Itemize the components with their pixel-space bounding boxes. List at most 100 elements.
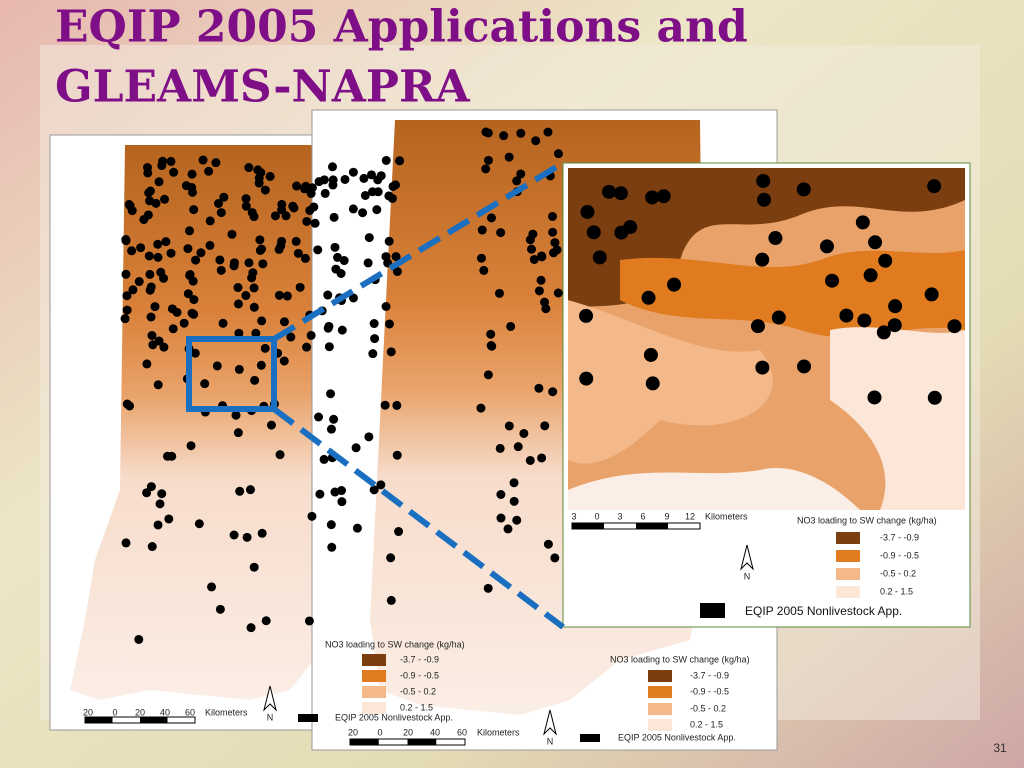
dot	[292, 181, 302, 191]
dot	[255, 235, 265, 245]
dot	[187, 183, 197, 193]
legend-label: 0.2 - 1.5	[690, 719, 723, 729]
dot	[289, 203, 299, 213]
dot	[394, 527, 404, 537]
dot	[313, 245, 323, 255]
dot	[370, 334, 380, 344]
dot	[260, 343, 270, 353]
dot	[168, 324, 178, 334]
dot	[183, 244, 193, 254]
scale-label: 40	[430, 727, 440, 737]
dot	[286, 332, 296, 342]
scale-label: 0	[377, 727, 382, 737]
dot	[819, 239, 834, 254]
dot	[391, 252, 401, 262]
dot	[857, 313, 872, 328]
dot	[340, 174, 350, 184]
dot	[139, 215, 149, 225]
dot	[366, 170, 376, 180]
dot	[241, 201, 251, 211]
dot	[153, 252, 163, 262]
dot	[512, 176, 522, 186]
scale-bar-segment	[85, 717, 113, 723]
scale-label: 20	[348, 727, 358, 737]
dot	[878, 253, 893, 268]
dot	[537, 453, 547, 463]
points-swatch	[700, 603, 725, 618]
dot	[249, 562, 259, 572]
dot	[580, 204, 595, 219]
dot	[146, 282, 156, 292]
dot	[142, 488, 152, 498]
dot	[295, 282, 305, 292]
legend-label: -0.5 - 0.2	[400, 686, 436, 696]
dot	[151, 198, 161, 208]
dot	[121, 235, 131, 245]
dot	[218, 318, 228, 328]
dot	[227, 229, 237, 239]
dot	[212, 361, 222, 371]
dot	[291, 236, 301, 246]
dot	[219, 192, 229, 202]
dot	[315, 489, 325, 499]
dot	[211, 158, 221, 168]
dot	[166, 248, 176, 258]
dot	[270, 211, 280, 221]
dot	[329, 414, 339, 424]
dot	[381, 155, 391, 165]
legend-label: -0.5 - 0.2	[690, 703, 726, 713]
scale-bar-segment	[140, 717, 168, 723]
dot	[540, 297, 550, 307]
dot	[863, 268, 878, 283]
dot	[645, 190, 660, 205]
scale-label: 20	[403, 727, 413, 737]
legend-label: 0.2 - 1.5	[880, 586, 913, 596]
dot	[623, 220, 638, 235]
legend-swatch	[648, 670, 672, 682]
dot	[189, 309, 199, 319]
dot	[351, 443, 361, 453]
dot	[216, 208, 226, 218]
dot	[483, 155, 493, 165]
dot	[376, 480, 386, 490]
dot	[376, 171, 386, 181]
dot	[200, 379, 210, 389]
dot	[300, 253, 310, 263]
dot	[307, 511, 317, 521]
zoom-region	[620, 250, 965, 338]
dot	[302, 216, 312, 226]
dot	[496, 228, 506, 238]
dot	[543, 127, 553, 137]
dot	[496, 489, 506, 499]
legend-title: NO3 loading to SW change (kg/ha)	[325, 639, 465, 649]
dot	[358, 208, 368, 218]
dot	[386, 553, 396, 563]
dot	[205, 240, 215, 250]
dot	[244, 258, 254, 268]
scale-label: 9	[664, 511, 669, 521]
dot	[276, 241, 286, 251]
dot	[166, 156, 176, 166]
dot	[242, 532, 252, 542]
dot	[159, 273, 169, 283]
dot	[234, 364, 244, 374]
dot	[549, 248, 559, 258]
dot	[314, 177, 324, 187]
dot	[305, 184, 315, 194]
dot	[504, 421, 514, 431]
dot	[771, 310, 786, 325]
dot	[326, 424, 336, 434]
dot	[144, 251, 154, 261]
dot	[477, 225, 487, 235]
dot	[121, 538, 131, 548]
dot	[246, 623, 256, 633]
dot	[245, 485, 255, 495]
dot	[257, 244, 267, 254]
dot	[241, 194, 251, 204]
dot	[839, 308, 854, 323]
dot	[348, 204, 358, 214]
dot	[326, 520, 336, 530]
dot	[486, 329, 496, 339]
dot	[157, 489, 167, 499]
scale-unit: Kilometers	[477, 727, 520, 737]
